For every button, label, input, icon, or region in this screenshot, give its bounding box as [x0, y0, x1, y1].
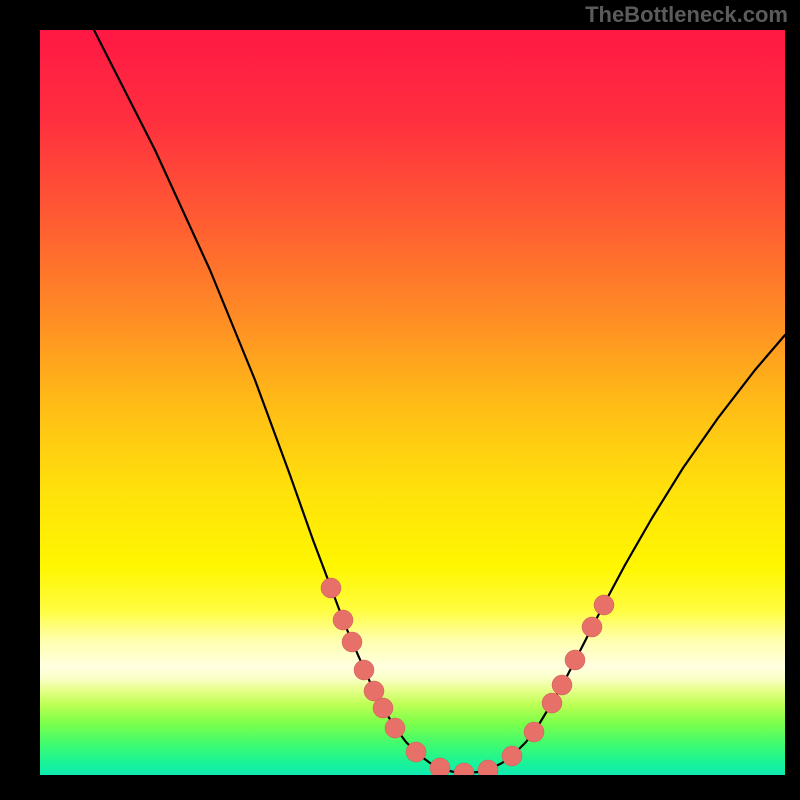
data-marker	[552, 675, 572, 695]
data-marker	[333, 610, 353, 630]
plot-area	[40, 30, 785, 775]
chart-container: TheBottleneck.com	[0, 0, 800, 800]
data-marker	[542, 693, 562, 713]
data-marker	[502, 746, 522, 766]
data-marker	[342, 632, 362, 652]
data-marker	[582, 617, 602, 637]
plot-svg	[40, 30, 785, 775]
data-marker	[430, 758, 450, 775]
data-marker	[373, 698, 393, 718]
watermark-text: TheBottleneck.com	[585, 2, 788, 28]
data-marker	[385, 718, 405, 738]
data-marker	[565, 650, 585, 670]
data-marker	[524, 722, 544, 742]
data-marker	[406, 742, 426, 762]
data-marker	[594, 595, 614, 615]
data-marker	[354, 660, 374, 680]
data-marker	[321, 578, 341, 598]
